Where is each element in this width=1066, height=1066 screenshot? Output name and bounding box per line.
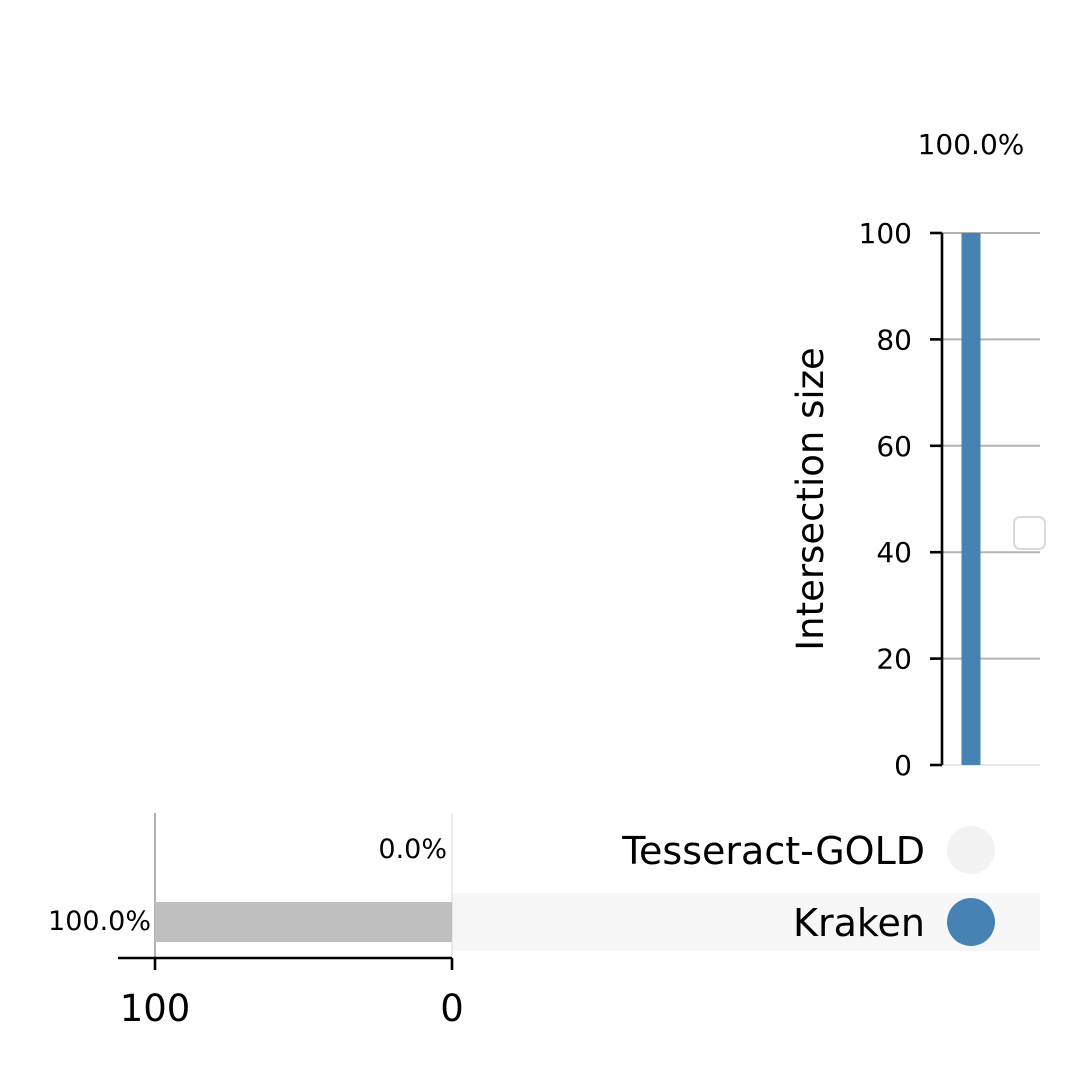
intersection-gridlines xyxy=(942,232,1040,766)
set-size-label: 100.0% xyxy=(48,906,151,937)
intersection-axis-title: Intersection size xyxy=(789,347,832,651)
set-label: Kraken xyxy=(793,901,925,945)
set-label: Tesseract-GOLD xyxy=(621,829,925,873)
empty-legend-box xyxy=(1013,516,1046,550)
intersection-y-tick-label: 80 xyxy=(876,323,912,356)
intersection-y-tick-label: 60 xyxy=(876,430,912,463)
set-size-label: 0.0% xyxy=(378,834,447,865)
matrix-dot-active xyxy=(947,898,995,946)
intersection-y-tick-label: 20 xyxy=(876,643,912,676)
intersection-bar xyxy=(961,233,981,765)
intersection-bar-label: 100.0% xyxy=(918,128,1025,161)
set-size-bars: 0.0% 100.0% xyxy=(48,834,452,942)
intersection-y-ticks: 0 20 40 60 80 100 xyxy=(859,217,942,782)
set-size-tick-label: 0 xyxy=(440,987,464,1030)
matrix-dot-inactive xyxy=(947,826,995,874)
matrix-row-stripe xyxy=(452,893,1040,951)
intersection-size-panel: 100.0% 0 20 40 60 80 100 Intersection size xyxy=(789,128,1040,782)
membership-matrix: Tesseract-GOLD Kraken xyxy=(452,826,1040,951)
legend xyxy=(1013,516,1046,550)
intersection-bars: 100.0% xyxy=(918,128,1025,765)
set-size-panel: 0.0% 100.0% 100 0 xyxy=(48,813,464,1030)
set-rows: Tesseract-GOLD Kraken xyxy=(452,826,1040,951)
intersection-y-tick-label: 0 xyxy=(894,749,912,782)
set-size-tick-label: 100 xyxy=(120,987,191,1030)
set-size-ticks: 100 0 xyxy=(120,958,464,1030)
intersection-y-tick-label: 40 xyxy=(876,536,912,569)
intersection-y-tick-label: 100 xyxy=(859,217,912,250)
set-size-bar xyxy=(155,902,452,942)
